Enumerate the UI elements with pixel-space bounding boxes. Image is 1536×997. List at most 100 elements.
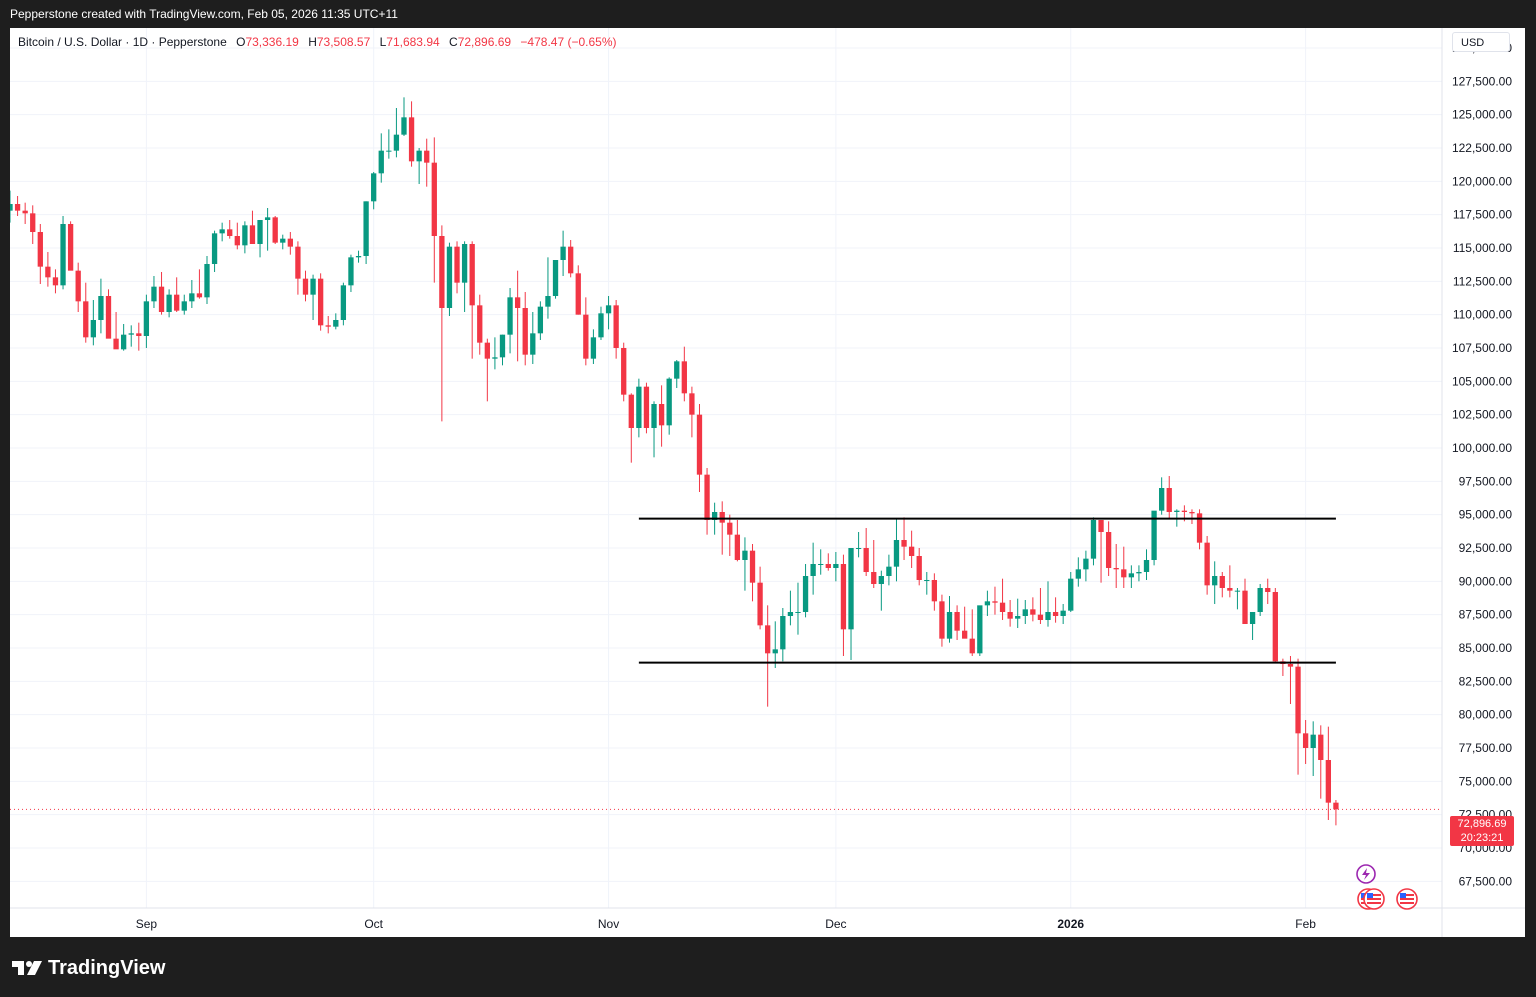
candle-body (681, 361, 687, 394)
candle-body (1325, 760, 1332, 803)
candle-body (454, 246, 460, 283)
candle-body (60, 224, 66, 286)
candle-body (1030, 609, 1036, 615)
legend-close-label: C (449, 35, 458, 49)
ohlc-legend: Bitcoin / U.S. Dollar · 1D · Pepperstone… (18, 35, 617, 49)
candle-body (1045, 612, 1051, 620)
candle-body (787, 612, 794, 616)
candle-body (1068, 578, 1074, 611)
candle-body (568, 246, 574, 274)
candle-body (1272, 592, 1278, 662)
candle-body (507, 297, 513, 335)
candle-body (848, 548, 854, 630)
y-tick-label: 97,500.00 (1459, 474, 1513, 488)
y-tick-label: 120,000.00 (1452, 174, 1512, 188)
candle-body (1136, 572, 1142, 574)
candle-body (893, 540, 900, 567)
candle-body (234, 236, 240, 246)
candle-body (825, 564, 831, 568)
candle-body (499, 334, 506, 358)
currency-selector[interactable]: USD (1452, 32, 1510, 52)
candle-body (310, 278, 316, 295)
candle-body (424, 150, 430, 163)
y-tick-label: 92,500.00 (1459, 541, 1513, 555)
legend-high: 73,508.57 (316, 35, 371, 49)
candle-body (1249, 612, 1256, 624)
candle-body (984, 601, 991, 606)
chart-panel[interactable]: 67,500.00 70,000.00 72,500.00 75,000.00 77,5… (10, 28, 1525, 937)
candle-body (1174, 510, 1180, 512)
x-tick-label: Feb (1295, 917, 1316, 931)
candle-body (219, 229, 225, 234)
candle-body (386, 150, 392, 152)
us-flag-event-icon (1363, 888, 1385, 910)
candle-body (113, 338, 119, 350)
y-tick-label: 107,500.00 (1452, 341, 1512, 355)
candle-body (371, 173, 377, 202)
candle-body (621, 348, 627, 395)
candle-body (704, 474, 710, 520)
candle-body (537, 306, 544, 334)
candle-body (1318, 734, 1324, 760)
candle-body (461, 244, 468, 283)
candle-body (1143, 560, 1150, 572)
candle-body (908, 546, 915, 556)
y-tick-label: 115,000.00 (1453, 241, 1512, 255)
candle-body (45, 266, 51, 278)
candle-body (30, 213, 36, 232)
candle-body (1212, 576, 1218, 586)
candle-body (757, 582, 763, 626)
candle-body (120, 334, 127, 350)
candle-body (98, 296, 104, 320)
x-tick-label: Sep (136, 917, 158, 931)
candle-body (363, 201, 369, 256)
candle-body (151, 286, 157, 302)
candle-body (772, 649, 778, 654)
candle-body (855, 548, 862, 549)
candle-body (810, 564, 816, 576)
candle-body (939, 601, 945, 639)
candle-body (287, 238, 293, 247)
candle-body (325, 325, 331, 327)
y-tick-label: 87,500.00 (1459, 608, 1513, 622)
y-tick-label: 77,500.00 (1459, 741, 1513, 755)
candle-body (802, 576, 809, 612)
candle-body (863, 548, 869, 572)
candle-body (605, 305, 612, 314)
candle-body (1083, 558, 1089, 570)
y-tick-label: 82,500.00 (1459, 674, 1513, 688)
candle-body (439, 236, 445, 308)
candle-body (166, 294, 172, 312)
y-tick-label: 105,000.00 (1452, 374, 1512, 388)
legend-open: 73,336.19 (245, 35, 299, 49)
candle-body (1151, 510, 1157, 560)
candle-body (75, 270, 81, 302)
candle-body (1204, 542, 1210, 586)
candle-body (1121, 569, 1127, 578)
candle-body (1227, 588, 1233, 591)
candle-body (1295, 666, 1301, 734)
candle-body (1098, 520, 1104, 532)
x-tick-label: Dec (825, 917, 846, 931)
candle-body (1189, 512, 1195, 514)
candle-body (530, 333, 536, 355)
candle-body (833, 564, 839, 568)
last-price: 72,896.69 (1457, 818, 1507, 830)
candle-body (1234, 590, 1241, 592)
candle-body (946, 612, 953, 639)
candle-body (598, 313, 604, 338)
candle-body (999, 602, 1006, 612)
candle-body (393, 134, 400, 151)
candlestick-chart[interactable]: 67,500.0070,000.0072,500.0075,000.0077,5… (10, 28, 1525, 937)
candle-body (878, 576, 884, 584)
candle-body (1302, 733, 1309, 748)
candle-body (742, 550, 748, 560)
candle-body (333, 320, 339, 327)
candle-body (469, 244, 475, 306)
y-tick-label: 117,500.00 (1453, 208, 1512, 222)
candle-body (916, 556, 922, 580)
candle-body (431, 162, 437, 236)
candle-body (749, 550, 756, 583)
candle-body (1196, 513, 1203, 543)
candle-body (14, 204, 21, 211)
